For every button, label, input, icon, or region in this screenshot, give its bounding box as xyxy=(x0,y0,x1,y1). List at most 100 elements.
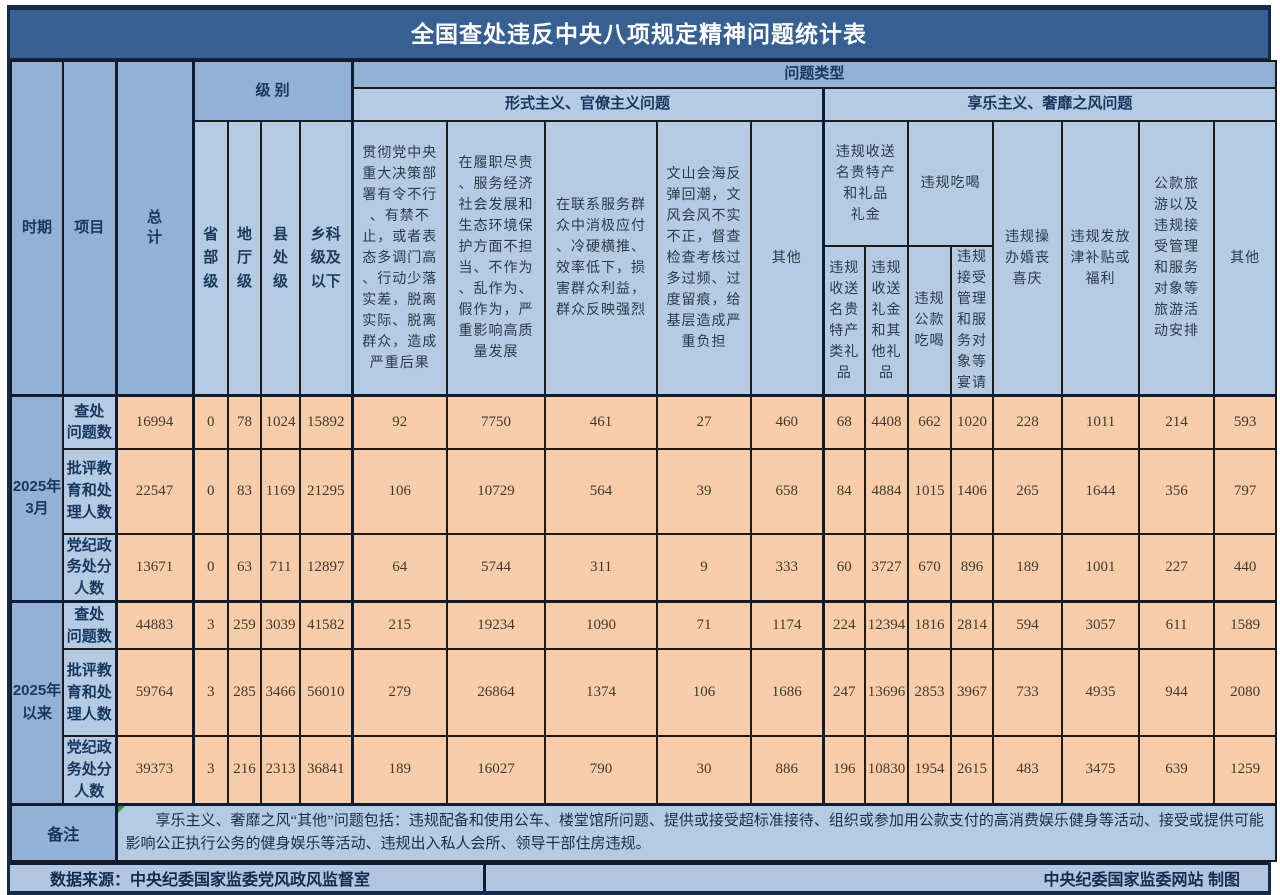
data-cell: 189 xyxy=(992,532,1064,603)
data-cell: 1011 xyxy=(1061,394,1141,450)
header-row-3: 省 部 级 地 厅 级 县 处 级 乡科 级及 以下 贯彻党中央 重大决策部 署… xyxy=(11,120,1278,397)
data-cell: 564 xyxy=(544,447,659,535)
note-row: 备注 享乐主义、奢靡之风“其他”问题包括：违规配备和使用公车、楼堂馆所问题、提供… xyxy=(10,802,1278,862)
period-cell-2025-03: 2025年 3月 xyxy=(10,394,64,603)
data-cell: 1169 xyxy=(260,447,301,535)
data-cell: 27 xyxy=(656,394,753,450)
data-cell: 670 xyxy=(907,532,953,603)
data-cell: 19234 xyxy=(446,599,547,651)
header-wedding-funeral: 违规操 办婚丧 喜庆 xyxy=(992,120,1064,397)
note-cell: 享乐主义、奢靡之风“其他”问题包括：违规配备和使用公车、楼堂馆所问题、提供或接受… xyxy=(114,802,1278,862)
credit-label: 中央纪委国家监委网站 制图 xyxy=(1043,872,1240,889)
data-cell: 1015 xyxy=(907,447,953,535)
data-cell: 3057 xyxy=(1061,599,1141,651)
data-cell: 71 xyxy=(656,599,753,651)
header-dining-banquet: 违规 接受 管理 和服 务对 象等 宴请 xyxy=(950,245,995,397)
data-cell: 333 xyxy=(750,532,825,603)
data-cell: 4935 xyxy=(1061,648,1141,738)
data-cell: 216 xyxy=(227,735,262,805)
data-cell: 593 xyxy=(1213,394,1278,450)
data-cell: 0 xyxy=(191,394,229,450)
data-cell: 3 xyxy=(191,648,229,738)
table-row: 党纪政 务处分 人数 39373 3 216 2313 36841 189 16… xyxy=(11,735,1278,805)
data-cell: 460 xyxy=(750,394,825,450)
data-cell: 1090 xyxy=(544,599,659,651)
data-cell: 39 xyxy=(656,447,753,535)
row-label: 党纪政 务处分 人数 xyxy=(62,735,117,805)
excel-flag-icon xyxy=(117,805,125,813)
header-public-travel: 公款旅 游以及 违规接 受管理 和服务 对象等 旅游活 动安排 xyxy=(1138,120,1216,397)
table-row: 2025年 3月 查处 问题数 16994 0 78 1024 15892 92… xyxy=(10,394,1278,603)
data-cell: 22547 xyxy=(114,447,194,535)
data-cell: 265 xyxy=(992,447,1064,535)
header-total: 总 计 xyxy=(114,60,194,397)
data-cell: 2080 xyxy=(1213,648,1278,738)
header-formalism-col-1: 贯彻党中央 重大决策部 署有令不行 、有禁不 止，或者表 态多调门高 、行动少落… xyxy=(350,120,449,397)
data-cell: 1954 xyxy=(907,735,953,805)
note-label: 备注 xyxy=(10,802,117,862)
data-cell: 3475 xyxy=(1061,735,1141,805)
header-formalism-col-other: 其他 xyxy=(750,120,825,397)
data-cell: 1374 xyxy=(544,648,659,738)
period-cell-2025-ytd: 2025年 以来 xyxy=(10,599,64,805)
data-cell: 63 xyxy=(227,532,262,603)
data-cell: 797 xyxy=(1213,447,1278,535)
bottom-bar: 数据来源：中央纪委国家监委党风政风监督室 中央纪委国家监委网站 制图 xyxy=(10,862,1268,891)
data-cell: 279 xyxy=(350,648,449,738)
data-cell: 16027 xyxy=(446,735,547,805)
data-cell: 1020 xyxy=(950,394,995,450)
data-cell: 311 xyxy=(544,532,659,603)
header-level-group: 级 别 xyxy=(191,60,354,122)
header-gift-group: 违规收送 名贵特产 和礼品 礼金 xyxy=(821,120,910,247)
data-cell: 658 xyxy=(750,447,825,535)
data-cell: 3 xyxy=(191,735,229,805)
header-gift-specialty: 违规 收送 名贵 特产 类礼 品 xyxy=(821,245,867,397)
data-cell: 461 xyxy=(544,394,659,450)
data-cell: 2313 xyxy=(260,735,301,805)
header-dining-group: 违规吃喝 xyxy=(907,120,995,247)
data-cell: 1174 xyxy=(750,599,825,651)
data-cell: 83 xyxy=(227,447,262,535)
data-cell: 64 xyxy=(350,532,449,603)
data-cell: 356 xyxy=(1138,447,1216,535)
data-cell: 12897 xyxy=(298,532,354,603)
data-cell: 30 xyxy=(656,735,753,805)
data-cell: 3967 xyxy=(950,648,995,738)
data-cell: 483 xyxy=(992,735,1064,805)
data-cell: 60 xyxy=(821,532,867,603)
row-label: 批评教 育和处 理人数 xyxy=(62,648,117,738)
data-cell: 92 xyxy=(350,394,449,450)
data-cell: 285 xyxy=(227,648,262,738)
table-row: 批评教 育和处 理人数 59764 3 285 3466 56010 279 2… xyxy=(11,648,1278,738)
data-cell: 886 xyxy=(750,735,825,805)
header-level-prefecture: 地 厅 级 xyxy=(227,120,262,397)
data-cell: 3727 xyxy=(864,532,910,603)
data-cell: 790 xyxy=(544,735,659,805)
header-row-4: 违规 收送 名贵 特产 类礼 品 违规 收送 礼金 和其 他礼 品 违规 公款 … xyxy=(11,245,1276,397)
data-cell: 10830 xyxy=(864,735,910,805)
data-cell: 7750 xyxy=(446,394,547,450)
data-cell: 16994 xyxy=(114,394,194,450)
header-level-province: 省 部 级 xyxy=(191,120,229,397)
data-cell: 56010 xyxy=(298,648,354,738)
data-cell: 227 xyxy=(1138,532,1216,603)
data-cell: 733 xyxy=(992,648,1064,738)
data-cell: 0 xyxy=(191,447,229,535)
data-cell: 4884 xyxy=(864,447,910,535)
data-cell: 896 xyxy=(950,532,995,603)
note-text: 享乐主义、奢靡之风“其他”问题包括：违规配备和使用公车、楼堂馆所问题、提供或接受… xyxy=(125,812,1264,852)
data-cell: 26864 xyxy=(446,648,547,738)
data-cell: 44883 xyxy=(114,599,194,651)
data-cell: 1644 xyxy=(1061,447,1141,535)
header-formalism-group: 形式主义、官僚主义问题 xyxy=(350,87,825,122)
row-label: 批评教 育和处 理人数 xyxy=(62,447,117,535)
header-row-1: 时期 项目 总 计 级 别 问题类型 xyxy=(10,60,1278,397)
data-cell: 611 xyxy=(1138,599,1216,651)
data-cell: 41582 xyxy=(298,599,354,651)
table-frame: 全国查处违反中央八项规定精神问题统计表 时期 项目 总 计 级 别 问题类型 形… xyxy=(7,5,1278,895)
data-cell: 594 xyxy=(992,599,1064,651)
data-cell: 59764 xyxy=(114,648,194,738)
data-cell: 196 xyxy=(821,735,867,805)
data-cell: 9 xyxy=(656,532,753,603)
data-cell: 259 xyxy=(227,599,262,651)
